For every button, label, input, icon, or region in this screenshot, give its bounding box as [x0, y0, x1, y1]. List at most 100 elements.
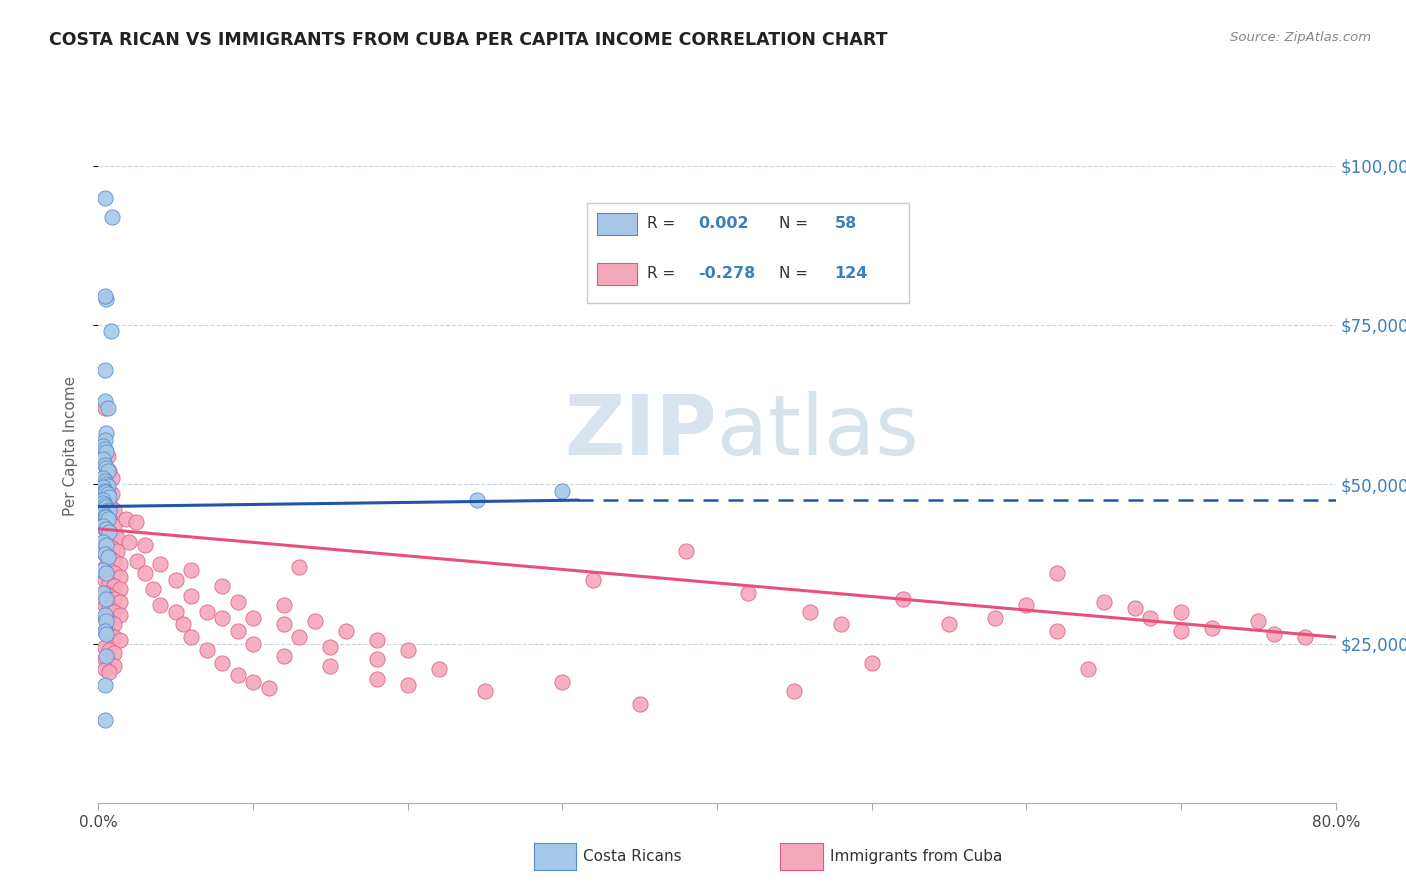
Point	[96, 461, 118, 475]
FancyBboxPatch shape	[598, 212, 637, 235]
Point	[211, 656, 233, 670]
Point	[101, 487, 124, 501]
Text: Source: ZipAtlas.com: Source: ZipAtlas.com	[1230, 31, 1371, 45]
Point	[98, 563, 121, 577]
Point	[211, 611, 233, 625]
Text: N =: N =	[779, 216, 808, 231]
Point	[96, 500, 118, 514]
Point	[335, 624, 357, 638]
Point	[93, 509, 115, 524]
Point	[93, 477, 115, 491]
Point	[96, 477, 118, 491]
Point	[93, 607, 115, 622]
Point	[97, 401, 120, 415]
Point	[737, 585, 759, 599]
Point	[91, 563, 114, 577]
Point	[103, 658, 125, 673]
Point	[1294, 630, 1316, 644]
Text: 0.002: 0.002	[699, 216, 749, 231]
Point	[93, 640, 115, 654]
Point	[98, 614, 121, 628]
Point	[93, 509, 115, 524]
Point	[1170, 605, 1192, 619]
Point	[257, 681, 280, 695]
Point	[93, 445, 115, 459]
Point	[93, 611, 115, 625]
Point	[273, 599, 295, 613]
Point	[96, 426, 118, 441]
Point	[93, 713, 115, 727]
Point	[1139, 611, 1161, 625]
Point	[91, 534, 114, 549]
Point	[108, 557, 131, 571]
Point	[93, 522, 115, 536]
Point	[93, 599, 115, 613]
Point	[108, 569, 131, 583]
Point	[427, 662, 450, 676]
Point	[98, 550, 121, 565]
Point	[93, 560, 115, 574]
Point	[96, 566, 118, 581]
Point	[93, 458, 115, 472]
Point	[98, 627, 121, 641]
Point	[97, 538, 120, 552]
Point	[91, 518, 114, 533]
Point	[97, 449, 120, 463]
Point	[582, 573, 605, 587]
Point	[134, 538, 156, 552]
Point	[195, 605, 218, 619]
Point	[1123, 601, 1146, 615]
Point	[93, 190, 115, 204]
Point	[93, 289, 115, 303]
Point	[319, 640, 342, 654]
Point	[91, 496, 114, 510]
Point	[304, 614, 326, 628]
Point	[93, 401, 115, 415]
Text: R =: R =	[647, 266, 675, 281]
Text: atlas: atlas	[717, 392, 918, 472]
Point	[97, 524, 120, 539]
FancyBboxPatch shape	[588, 203, 908, 303]
Point	[93, 585, 115, 599]
Text: Immigrants from Cuba: Immigrants from Cuba	[830, 849, 1002, 863]
Point	[93, 498, 115, 512]
Point	[1092, 595, 1115, 609]
Point	[97, 465, 120, 479]
Point	[91, 471, 114, 485]
Point	[100, 516, 122, 530]
Point	[103, 646, 125, 660]
Text: -0.278: -0.278	[699, 266, 756, 281]
Point	[93, 547, 115, 561]
Point	[288, 630, 311, 644]
Point	[396, 678, 419, 692]
Point	[226, 595, 249, 609]
Point	[97, 512, 120, 526]
Point	[96, 538, 118, 552]
Point	[108, 633, 131, 648]
Point	[149, 599, 172, 613]
Point	[103, 579, 125, 593]
Point	[984, 611, 1007, 625]
Point	[91, 451, 114, 466]
Point	[211, 579, 233, 593]
Point	[98, 576, 121, 591]
Point	[97, 478, 120, 492]
Point	[103, 605, 125, 619]
Point	[103, 554, 125, 568]
Point	[96, 484, 118, 499]
Point	[96, 293, 118, 307]
Point	[467, 493, 489, 508]
Point	[108, 582, 131, 597]
Point	[101, 528, 124, 542]
Point	[1015, 599, 1038, 613]
Text: R =: R =	[647, 216, 675, 231]
Text: N =: N =	[779, 266, 808, 281]
Point	[100, 500, 122, 514]
Point	[396, 643, 419, 657]
Point	[226, 624, 249, 638]
Point	[96, 614, 118, 628]
Point	[96, 445, 118, 459]
Point	[93, 678, 115, 692]
Point	[103, 591, 125, 606]
Point	[195, 643, 218, 657]
